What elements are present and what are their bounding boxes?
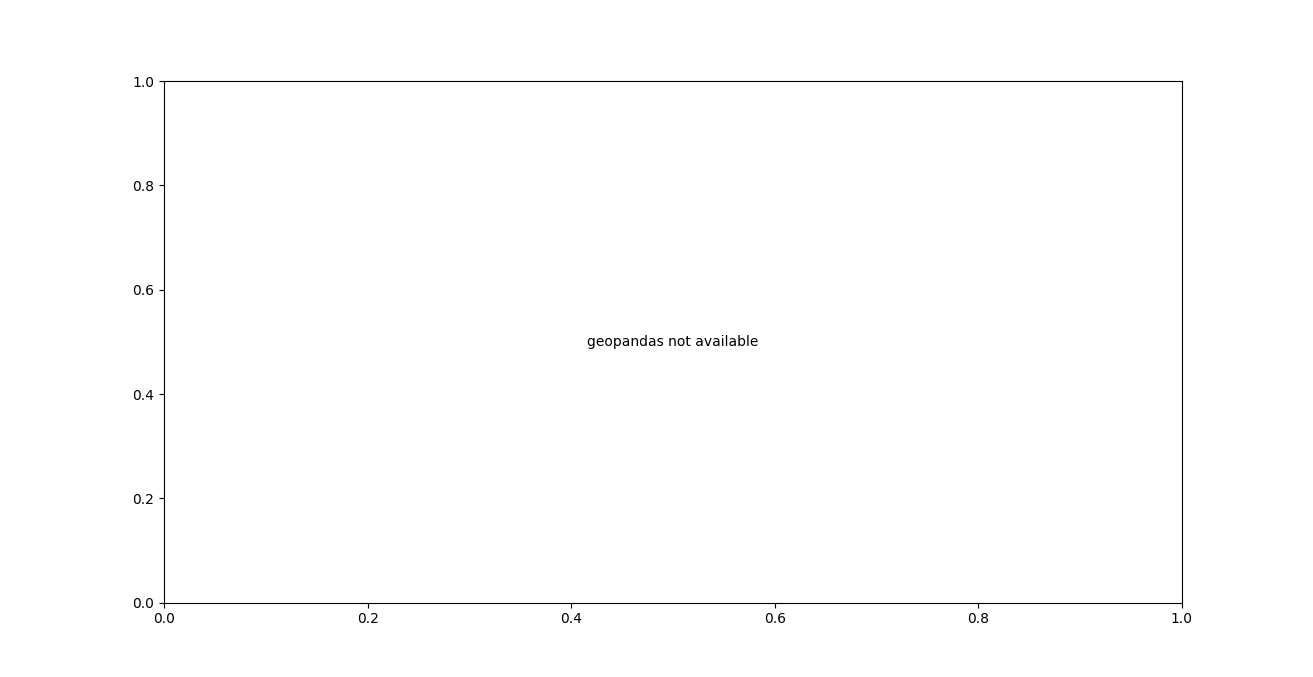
Text: geopandas not available: geopandas not available xyxy=(587,335,759,349)
